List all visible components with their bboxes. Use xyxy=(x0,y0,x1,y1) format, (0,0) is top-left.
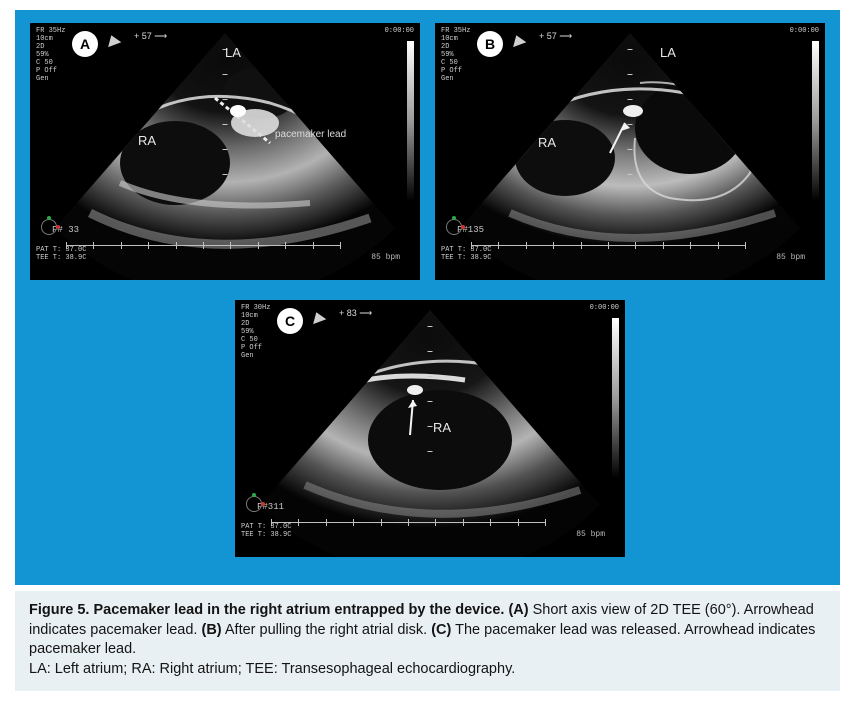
angle-indicator: + 57 ⟶ xyxy=(511,29,631,49)
bpm-readout: 85 bpm xyxy=(776,253,805,262)
label-la: LA xyxy=(660,45,676,60)
ultrasound-panel-c: C + 83 ⟶ FR 30Hz 10cm 2D 59% C 50 P Off … xyxy=(235,300,625,557)
caption-a-lead: (A) xyxy=(508,602,528,618)
scale-ruler xyxy=(271,519,545,527)
panel-letter-badge-b: B xyxy=(477,31,503,57)
orientation-compass xyxy=(38,216,60,238)
meta-top-left: FR 35Hz 10cm 2D 59% C 50 P Off Gen xyxy=(36,27,65,83)
ultrasound-panel-b: B + 57 ⟶ FR 35Hz 10cm 2D 59% C 50 P Off … xyxy=(435,23,825,280)
figure-container: A + 57 ⟶ FR 35Hz 10cm 2D 59% C 50 P Off … xyxy=(0,10,855,691)
ultrasound-panel-a: A + 57 ⟶ FR 35Hz 10cm 2D 59% C 50 P Off … xyxy=(30,23,420,280)
caption-b-text: After pulling the right atrial disk. xyxy=(222,622,432,638)
panel-letter-badge-c: C xyxy=(277,308,303,334)
label-ra: RA xyxy=(433,420,451,435)
meta-top-right: 0:00:00 xyxy=(590,304,619,312)
angle-value: + 57 ⟶ xyxy=(134,31,167,42)
angle-indicator: + 83 ⟶ xyxy=(311,306,431,326)
grayscale-bar xyxy=(612,318,619,478)
label-pacemaker-lead: pacemaker lead xyxy=(275,129,346,140)
angle-value: + 83 ⟶ xyxy=(339,308,372,319)
orientation-compass xyxy=(443,216,465,238)
depth-ticks xyxy=(630,29,631,199)
bpm-readout: 85 bpm xyxy=(576,530,605,539)
depth-ticks xyxy=(430,306,431,476)
label-ra: RA xyxy=(138,133,156,148)
caption-b-lead: (B) xyxy=(202,622,222,638)
meta-top-right: 0:00:00 xyxy=(385,27,414,35)
bpm-readout: 85 bpm xyxy=(371,253,400,262)
orientation-compass xyxy=(243,493,265,515)
angle-value: + 57 ⟶ xyxy=(539,31,572,42)
label-la: LA xyxy=(225,45,241,60)
panel-area: A + 57 ⟶ FR 35Hz 10cm 2D 59% C 50 P Off … xyxy=(15,10,840,585)
caption-c-lead: (C) xyxy=(431,622,451,638)
meta-top-left: FR 35Hz 10cm 2D 59% C 50 P Off Gen xyxy=(441,27,470,83)
figure-caption: Figure 5. Pacemaker lead in the right at… xyxy=(15,591,840,691)
scale-ruler xyxy=(66,242,340,250)
caption-abbrev: LA: Left atrium; RA: Right atrium; TEE: … xyxy=(29,661,515,677)
panel-letter-badge-a: A xyxy=(72,31,98,57)
angle-indicator: + 57 ⟶ xyxy=(106,29,226,49)
panel-letter-c: C xyxy=(285,313,295,329)
panel-letter-b: B xyxy=(485,36,495,52)
caption-title: Figure 5. Pacemaker lead in the right at… xyxy=(29,602,504,618)
meta-top-left: FR 30Hz 10cm 2D 59% C 50 P Off Gen xyxy=(241,304,270,360)
grayscale-bar xyxy=(812,41,819,201)
label-ra: RA xyxy=(538,135,556,150)
panel-letter-a: A xyxy=(80,36,90,52)
grayscale-bar xyxy=(407,41,414,201)
scale-ruler xyxy=(471,242,745,250)
meta-top-right: 0:00:00 xyxy=(790,27,819,35)
